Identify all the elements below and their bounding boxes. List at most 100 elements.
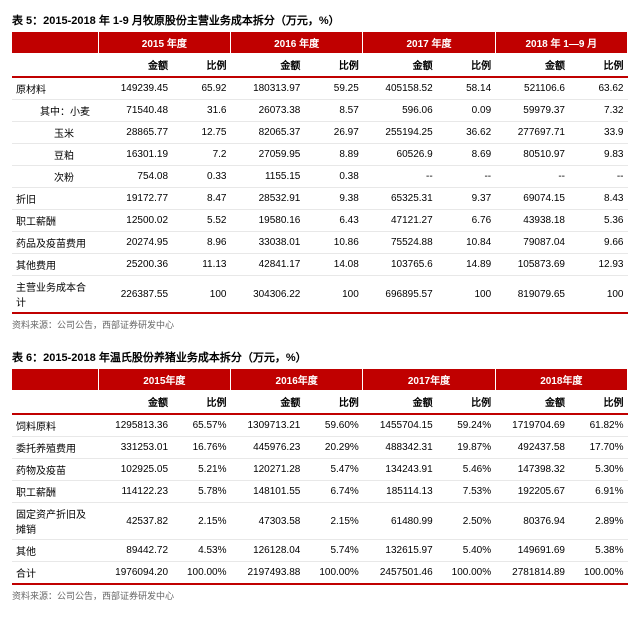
cell: 79087.04 xyxy=(495,232,569,254)
table-row: 饲料原料1295813.3665.57%1309713.2159.60%1455… xyxy=(12,414,628,437)
cell: 488342.31 xyxy=(363,437,437,459)
cell: 1976094.20 xyxy=(98,562,172,585)
year-h: 2017年度 xyxy=(363,369,495,390)
cell: 17.70% xyxy=(569,437,628,459)
row-label: 固定资产折旧及摊销 xyxy=(12,503,98,540)
cell: 100 xyxy=(172,276,230,314)
row-label: 其他 xyxy=(12,540,98,562)
cell: 5.38% xyxy=(569,540,628,562)
cell: 1309713.21 xyxy=(230,414,304,437)
cell: 8.43 xyxy=(569,188,628,210)
sub-h: 比例 xyxy=(172,53,230,77)
cell: 331253.01 xyxy=(98,437,172,459)
row-label: 饲料原料 xyxy=(12,414,98,437)
cell: 9.38 xyxy=(304,188,362,210)
row-label: 合计 xyxy=(12,562,98,585)
cell: 19580.16 xyxy=(230,210,304,232)
cell: 8.89 xyxy=(304,144,362,166)
table5: 表 5：2015-2018 年 1-9 月牧原股份主营业务成本拆分（万元，%） … xyxy=(12,12,628,331)
table-row: 其他89442.724.53%126128.045.74%132615.975.… xyxy=(12,540,628,562)
year-h: 2015年度 xyxy=(98,369,230,390)
table-row: 药物及疫苗102925.055.21%120271.285.47%134243.… xyxy=(12,459,628,481)
cell: 16301.19 xyxy=(98,144,172,166)
cell: 5.40% xyxy=(437,540,495,562)
cell: 180313.97 xyxy=(230,77,304,100)
sub-h: 金额 xyxy=(363,390,437,414)
table-row: 折旧19172.778.4728532.919.3865325.319.3769… xyxy=(12,188,628,210)
table-row: 原材料149239.4565.92180313.9759.25405158.52… xyxy=(12,77,628,100)
cell: 445976.23 xyxy=(230,437,304,459)
cell: -- xyxy=(495,166,569,188)
cell: 63.62 xyxy=(569,77,628,100)
cell: 43938.18 xyxy=(495,210,569,232)
row-label: 豆粕 xyxy=(12,144,98,166)
cell: 7.2 xyxy=(172,144,230,166)
cell: 25200.36 xyxy=(98,254,172,276)
cell: 59.24% xyxy=(437,414,495,437)
cell: 26073.38 xyxy=(230,100,304,122)
cell: 31.6 xyxy=(172,100,230,122)
cell: 696895.57 xyxy=(363,276,437,314)
cell: 492437.58 xyxy=(495,437,569,459)
cell: 8.57 xyxy=(304,100,362,122)
table-row: 主营业务成本合计226387.55100304306.22100696895.5… xyxy=(12,276,628,314)
cell: 16.76% xyxy=(172,437,230,459)
cell: 59979.37 xyxy=(495,100,569,122)
cell: 10.84 xyxy=(437,232,495,254)
sub-h: 比例 xyxy=(304,53,362,77)
cell: 36.62 xyxy=(437,122,495,144)
cell: 9.83 xyxy=(569,144,628,166)
cell: 28865.77 xyxy=(98,122,172,144)
cell: 103765.6 xyxy=(363,254,437,276)
cell: 134243.91 xyxy=(363,459,437,481)
cell: 147398.32 xyxy=(495,459,569,481)
table6-source: 资料来源：公司公告，西部证券研发中心 xyxy=(12,589,628,602)
cell: 42537.82 xyxy=(98,503,172,540)
cell: 100 xyxy=(304,276,362,314)
year-h: 2017 年度 xyxy=(363,32,495,53)
sub-h: 比例 xyxy=(172,390,230,414)
cell: 47303.58 xyxy=(230,503,304,540)
sub-h: 金额 xyxy=(363,53,437,77)
cell: 61480.99 xyxy=(363,503,437,540)
cell: 7.53% xyxy=(437,481,495,503)
table-row: 玉米28865.7712.7582065.3726.97255194.2536.… xyxy=(12,122,628,144)
row-label: 次粉 xyxy=(12,166,98,188)
cell: 100.00% xyxy=(304,562,362,585)
blank-cell xyxy=(12,32,98,53)
row-label: 委托养殖费用 xyxy=(12,437,98,459)
cell: 65325.31 xyxy=(363,188,437,210)
row-label: 药物及疫苗 xyxy=(12,459,98,481)
cell: 100.00% xyxy=(437,562,495,585)
blank-cell xyxy=(12,390,98,414)
table-row: 其他费用25200.3611.1342841.1714.08103765.614… xyxy=(12,254,628,276)
cell: 754.08 xyxy=(98,166,172,188)
year-h: 2018 年 1—9 月 xyxy=(495,32,627,53)
cell: 65.92 xyxy=(172,77,230,100)
cell: 149691.69 xyxy=(495,540,569,562)
year-h: 2016 年度 xyxy=(230,32,362,53)
cell: 5.30% xyxy=(569,459,628,481)
table-row: 职工薪酬114122.235.78%148101.556.74%185114.1… xyxy=(12,481,628,503)
cell: -- xyxy=(363,166,437,188)
blank-cell xyxy=(12,53,98,77)
cell: 20.29% xyxy=(304,437,362,459)
cell: 819079.65 xyxy=(495,276,569,314)
cell: 2197493.88 xyxy=(230,562,304,585)
cell: 65.57% xyxy=(172,414,230,437)
cell: 120271.28 xyxy=(230,459,304,481)
cell: 4.53% xyxy=(172,540,230,562)
cell: 100.00% xyxy=(569,562,628,585)
cell: 2.15% xyxy=(172,503,230,540)
year-h: 2018年度 xyxy=(495,369,627,390)
sub-h: 金额 xyxy=(230,53,304,77)
cell: 114122.23 xyxy=(98,481,172,503)
cell: 12.75 xyxy=(172,122,230,144)
sub-h: 比例 xyxy=(304,390,362,414)
cell: 148101.55 xyxy=(230,481,304,503)
cell: 5.78% xyxy=(172,481,230,503)
table5-grid: 2015 年度 2016 年度 2017 年度 2018 年 1—9 月 金额 … xyxy=(12,32,628,314)
sub-h: 金额 xyxy=(98,390,172,414)
cell: 61.82% xyxy=(569,414,628,437)
cell: 100 xyxy=(437,276,495,314)
